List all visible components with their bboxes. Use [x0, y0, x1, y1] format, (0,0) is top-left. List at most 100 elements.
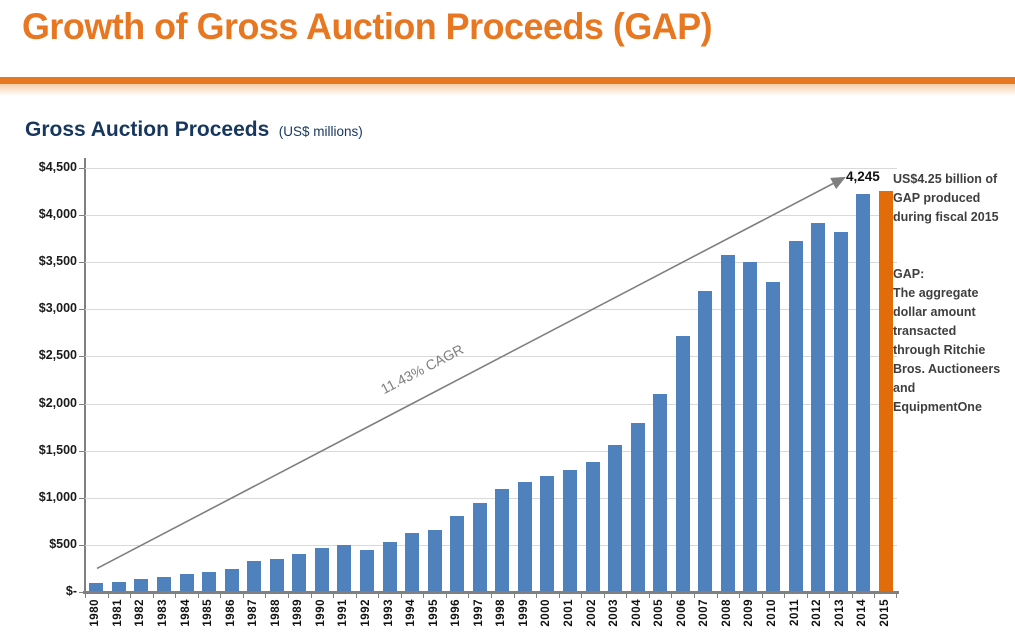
y-axis-label: $2,000 [38, 396, 77, 410]
x-axis-label-1987: 1987 [247, 599, 260, 627]
x-axis-label-2012: 2012 [811, 599, 824, 627]
y-axis-label: $1,500 [38, 443, 77, 457]
x-axis-label-2011: 2011 [788, 599, 801, 626]
x-axis-label-1992: 1992 [359, 599, 372, 627]
bar-1998 [495, 489, 510, 591]
x-axis-tick [446, 594, 447, 598]
y-axis-tick [79, 592, 85, 593]
y-axis-label: $2,500 [38, 348, 77, 362]
bar-2012 [811, 222, 826, 591]
y-axis-tick [79, 451, 85, 452]
bar-2015 [878, 191, 893, 591]
bar-1994 [405, 533, 420, 591]
x-axis-tick [288, 594, 289, 598]
bar-2004 [630, 423, 645, 591]
x-axis-tick [401, 594, 402, 598]
x-axis-label-2010: 2010 [765, 599, 778, 627]
bar-1986 [224, 568, 239, 591]
x-axis-label-2009: 2009 [743, 599, 756, 627]
bar-2010 [765, 282, 780, 591]
x-axis-label-1995: 1995 [427, 599, 440, 627]
annotation-4245-label: 4,245 [846, 169, 880, 184]
gridline [85, 262, 897, 263]
x-axis-label-1990: 1990 [314, 599, 327, 627]
x-axis-label-2008: 2008 [720, 599, 733, 627]
x-axis-tick [378, 594, 379, 598]
x-axis-tick [536, 594, 537, 598]
x-axis-label-1982: 1982 [134, 599, 147, 627]
bar-2009 [743, 262, 758, 591]
gridline [85, 168, 897, 169]
x-axis-label-1989: 1989 [292, 599, 305, 627]
bar-1997 [472, 502, 487, 591]
x-axis-label-1997: 1997 [472, 599, 485, 627]
x-axis-tick [604, 594, 605, 598]
x-axis-label-1985: 1985 [202, 599, 215, 627]
x-axis-tick [717, 594, 718, 598]
plot-area: 4,245 11.43% CAGR [85, 168, 897, 592]
sidebar-notes: US$4.25 billion of GAP produced during f… [893, 151, 1013, 436]
x-axis-label-1996: 1996 [450, 599, 463, 627]
bar-1999 [517, 481, 532, 591]
y-axis-label: $3,500 [38, 254, 77, 268]
x-axis-label-2005: 2005 [653, 599, 666, 627]
x-axis-tick [423, 594, 424, 598]
x-axis-tick [85, 594, 86, 598]
x-axis-label-2002: 2002 [585, 599, 598, 627]
bar-1982 [134, 578, 149, 591]
x-axis-label-1994: 1994 [405, 599, 418, 627]
bar-1992 [359, 549, 374, 591]
bar-1983 [156, 577, 171, 591]
x-axis-label-2004: 2004 [630, 599, 643, 627]
title-divider-fade [0, 84, 1015, 96]
bar-1989 [292, 553, 307, 591]
x-axis-label-1988: 1988 [269, 599, 282, 627]
bar-2007 [698, 290, 713, 591]
bar-1995 [427, 529, 442, 591]
x-axis-label-2006: 2006 [675, 599, 688, 627]
x-axis-tick [671, 594, 672, 598]
x-axis-label-2015: 2015 [878, 599, 891, 627]
y-axis-label: $500 [49, 537, 77, 551]
chart-heading: Gross Auction Proceeds (US$ millions) [25, 118, 363, 142]
x-axis-label-2000: 2000 [540, 599, 553, 627]
x-axis-label-1981: 1981 [111, 599, 124, 627]
bar-2005 [653, 394, 668, 591]
x-axis-tick [333, 594, 334, 598]
bar-1988 [269, 558, 284, 591]
bar-1984 [179, 573, 194, 591]
bar-2006 [675, 335, 690, 591]
y-axis-tick [79, 309, 85, 310]
x-axis-label-2003: 2003 [608, 599, 621, 627]
x-axis-tick [153, 594, 154, 598]
bar-2000 [540, 475, 555, 591]
x-axis-tick [559, 594, 560, 598]
title-divider-rule [0, 77, 1015, 84]
bar-1987 [247, 560, 262, 591]
bar-1991 [337, 544, 352, 591]
x-axis-label-1998: 1998 [495, 599, 508, 627]
x-axis-tick [220, 594, 221, 598]
bar-1985 [202, 571, 217, 591]
x-axis-tick [649, 594, 650, 598]
bar-2014 [856, 194, 871, 591]
page-title: Growth of Gross Auction Proceeds (GAP) [22, 6, 713, 47]
x-axis-label-2007: 2007 [698, 599, 711, 627]
x-axis-tick [626, 594, 627, 598]
bar-2001 [562, 469, 577, 591]
x-axis-tick [108, 594, 109, 598]
bar-1990 [314, 548, 329, 591]
gridline [85, 215, 897, 216]
x-axis-tick [175, 594, 176, 598]
x-axis-tick [514, 594, 515, 598]
x-axis-label-1999: 1999 [517, 599, 530, 627]
x-axis-tick [356, 594, 357, 598]
y-axis-tick [79, 215, 85, 216]
sidebar-note-gap-2015: US$4.25 billion of GAP produced during f… [893, 172, 999, 224]
x-axis-tick [762, 594, 763, 598]
x-axis-tick [265, 594, 266, 598]
y-axis-tick [79, 356, 85, 357]
x-axis-tick [130, 594, 131, 598]
y-axis-tick [79, 545, 85, 546]
x-axis-label-2001: 2001 [562, 599, 575, 627]
